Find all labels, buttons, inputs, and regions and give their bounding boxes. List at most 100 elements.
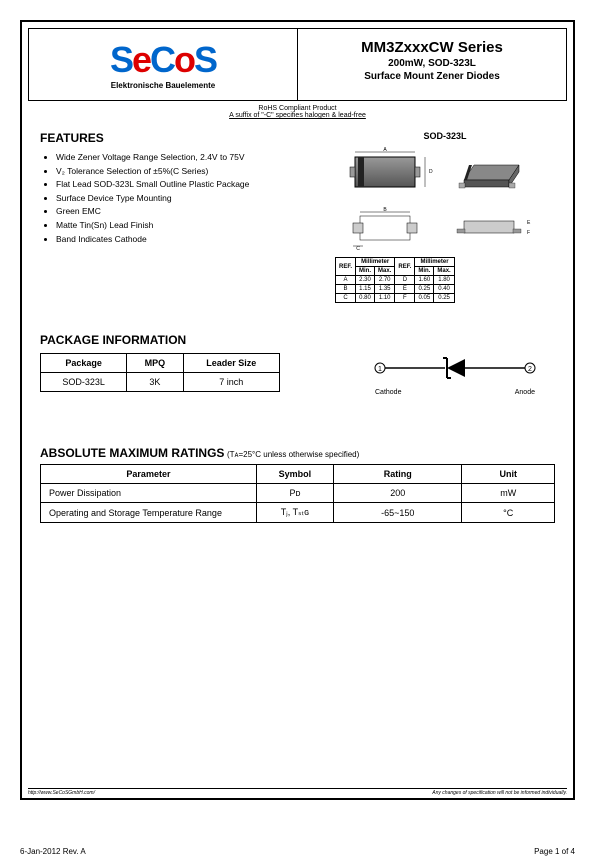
revision-date: 6-Jan-2012 Rev. A bbox=[20, 847, 86, 856]
content: FEATURES Wide Zener Voltage Range Select… bbox=[28, 131, 567, 523]
dim-td: 0.40 bbox=[434, 285, 454, 294]
amr-td: 200 bbox=[333, 484, 462, 503]
amr-th: Unit bbox=[462, 465, 555, 484]
dim-td: B bbox=[336, 285, 356, 294]
pkg-th: MPQ bbox=[127, 354, 183, 373]
footer-url: http://www.SeCoSGmbH.com/ bbox=[28, 790, 95, 796]
pkg-bottom-view-icon: B C bbox=[335, 206, 435, 251]
footer-disclaimer: Any changes of specification will not be… bbox=[432, 790, 567, 796]
dim-th: Min. bbox=[356, 267, 375, 276]
dim-td: 1.35 bbox=[375, 285, 395, 294]
features-left: FEATURES Wide Zener Voltage Range Select… bbox=[40, 131, 335, 303]
compliant-line1: RoHS Compliant Product bbox=[28, 105, 567, 112]
anode-label: Anode bbox=[515, 389, 535, 396]
amr-title: ABSOLUTE MAXIMUM RATINGS bbox=[40, 446, 224, 460]
amr-condition: (Tᴀ=25°C unless otherwise specified) bbox=[227, 450, 359, 459]
pkg-th: Package bbox=[41, 354, 127, 373]
feature-item: Band Indicates Cathode bbox=[56, 233, 335, 247]
package-info-row: PACKAGE INFORMATION Package MPQ Leader S… bbox=[40, 333, 555, 396]
cathode-label: Cathode bbox=[375, 389, 401, 396]
svg-text:C: C bbox=[356, 246, 360, 251]
feature-item: Matte Tin(Sn) Lead Finish bbox=[56, 219, 335, 233]
inner-footer: http://www.SeCoSGmbH.com/ Any changes of… bbox=[28, 788, 567, 796]
amr-td: -65~150 bbox=[333, 503, 462, 523]
pkg-info-left: PACKAGE INFORMATION Package MPQ Leader S… bbox=[40, 333, 335, 396]
dim-td: C bbox=[336, 294, 356, 303]
dim-td: 2.30 bbox=[356, 276, 375, 285]
dim-th: REF. bbox=[395, 258, 415, 276]
pkg-side-view-icon: E F bbox=[439, 206, 539, 251]
pkg-info-title: PACKAGE INFORMATION bbox=[40, 333, 335, 347]
amr-td: Pᴅ bbox=[256, 484, 333, 503]
package-label: SOD-323L bbox=[335, 131, 555, 141]
svg-text:1: 1 bbox=[378, 366, 382, 373]
dim-td: 1.80 bbox=[434, 276, 454, 285]
feature-item: Green EMC bbox=[56, 205, 335, 219]
dim-th: Min. bbox=[415, 267, 434, 276]
dim-td: 1.15 bbox=[356, 285, 375, 294]
pkg-top-view-icon: A D bbox=[335, 145, 435, 200]
series-sub2: Surface Mount Zener Diodes bbox=[308, 71, 556, 82]
amr-th: Parameter bbox=[41, 465, 257, 484]
dim-td: 0.25 bbox=[415, 285, 434, 294]
amr-td: mW bbox=[462, 484, 555, 503]
pkg-td: 7 inch bbox=[183, 373, 279, 392]
dim-td: F bbox=[395, 294, 415, 303]
pkg-3d-view-icon bbox=[439, 145, 539, 200]
amr-td: Power Dissipation bbox=[41, 484, 257, 503]
top-diagrams: A D bbox=[335, 145, 555, 200]
dim-td: 1.10 bbox=[375, 294, 395, 303]
feature-item: Wide Zener Voltage Range Selection, 2.4V… bbox=[56, 151, 335, 165]
dimension-table: REF. Millimeter REF. Millimeter Min. Max… bbox=[335, 257, 455, 303]
svg-text:F: F bbox=[527, 230, 530, 236]
series-sub1: 200mW, SOD-323L bbox=[308, 58, 556, 69]
svg-text:2: 2 bbox=[528, 366, 532, 373]
package-table: Package MPQ Leader Size SOD-323L 3K 7 in… bbox=[40, 353, 280, 392]
header-right: MM3ZxxxCW Series 200mW, SOD-323L Surface… bbox=[298, 29, 566, 100]
page-footer: 6-Jan-2012 Rev. A Page 1 of 4 bbox=[20, 847, 575, 856]
dim-td: 2.70 bbox=[375, 276, 395, 285]
package-diagram-area: SOD-323L A D bbox=[335, 131, 555, 303]
feature-item: Flat Lead SOD-323L Small Outline Plastic… bbox=[56, 178, 335, 192]
bottom-diagrams: B C E F bbox=[335, 206, 555, 251]
logo-subtitle: Elektronische Bauelemente bbox=[111, 81, 215, 90]
amr-section: ABSOLUTE MAXIMUM RATINGS (Tᴀ=25°C unless… bbox=[40, 446, 555, 523]
dim-td: E bbox=[395, 285, 415, 294]
feature-item: Surface Device Type Mounting bbox=[56, 192, 335, 206]
pkg-td: 3K bbox=[127, 373, 183, 392]
features-row: FEATURES Wide Zener Voltage Range Select… bbox=[40, 131, 555, 303]
amr-table: Parameter Symbol Rating Unit Power Dissi… bbox=[40, 464, 555, 523]
dim-td: 0.80 bbox=[356, 294, 375, 303]
symbol-labels: Cathode Anode bbox=[355, 389, 555, 396]
dim-th: Max. bbox=[434, 267, 454, 276]
pkg-td: SOD-323L bbox=[41, 373, 127, 392]
amr-td: Tⱼ, Tₛₜɢ bbox=[256, 503, 333, 523]
feature-item: V₂ Tolerance Selection of ±5%(C Series) bbox=[56, 165, 335, 179]
dim-td: 0.05 bbox=[415, 294, 434, 303]
dim-td: 0.25 bbox=[434, 294, 454, 303]
dim-td: A bbox=[336, 276, 356, 285]
header: SeCoS Elektronische Bauelemente MM3ZxxxC… bbox=[28, 28, 567, 101]
dim-td: D bbox=[395, 276, 415, 285]
amr-td: Operating and Storage Temperature Range bbox=[41, 503, 257, 523]
dim-th: REF. bbox=[336, 258, 356, 276]
amr-td: °C bbox=[462, 503, 555, 523]
page-border: SeCoS Elektronische Bauelemente MM3ZxxxC… bbox=[20, 20, 575, 800]
compliant-line2: A suffix of "-C" specifies halogen & lea… bbox=[28, 112, 567, 119]
features-title: FEATURES bbox=[40, 131, 335, 145]
dim-td: 1.60 bbox=[415, 276, 434, 285]
features-list: Wide Zener Voltage Range Selection, 2.4V… bbox=[40, 151, 335, 246]
amr-th: Rating bbox=[333, 465, 462, 484]
dim-th: Max. bbox=[375, 267, 395, 276]
diode-symbol-icon: 1 2 bbox=[365, 353, 545, 383]
series-title: MM3ZxxxCW Series bbox=[308, 39, 556, 56]
compliant-text: RoHS Compliant Product A suffix of "-C" … bbox=[28, 105, 567, 119]
dim-th: Millimeter bbox=[356, 258, 395, 267]
page-number: Page 1 of 4 bbox=[534, 847, 575, 856]
svg-text:D: D bbox=[429, 169, 433, 175]
diode-symbol-area: 1 2 Cathode Anode bbox=[355, 333, 555, 396]
dim-th: Millimeter bbox=[415, 258, 454, 267]
amr-th: Symbol bbox=[256, 465, 333, 484]
pkg-th: Leader Size bbox=[183, 354, 279, 373]
svg-text:E: E bbox=[527, 220, 531, 226]
